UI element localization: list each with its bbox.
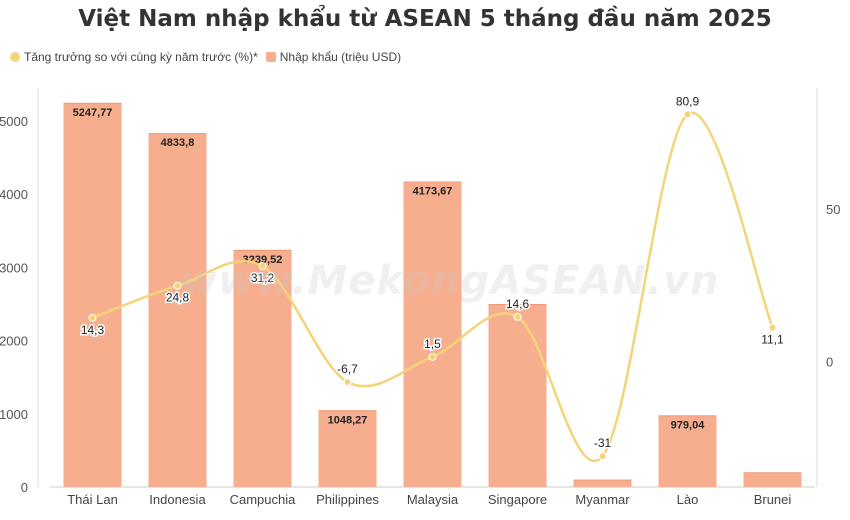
growth-data-label: 80,9: [676, 94, 700, 108]
x-tick-label: Thái Lan: [67, 492, 118, 507]
legend-label-growth: Tăng trưởng so với cùng kỳ năm trước (%)…: [24, 50, 258, 64]
bar-imports: [573, 479, 632, 487]
x-tick-label: Myanmar: [575, 492, 630, 507]
bar-data-label: 4833,8: [161, 137, 195, 149]
growth-point: [768, 323, 777, 332]
growth-point: [598, 452, 607, 461]
bar-data-label: 979,04: [671, 419, 706, 431]
x-tick-label: Lào: [677, 492, 699, 507]
growth-data-label: 24,8: [166, 291, 190, 305]
bar-data-label: 5247,77: [73, 107, 113, 119]
growth-point: [173, 281, 182, 290]
y-left-tick-label: 1000: [0, 407, 28, 422]
x-tick-label: Campuchia: [230, 492, 297, 507]
bar-imports: [63, 102, 122, 488]
x-tick-label: Brunei: [754, 492, 792, 507]
bar-imports: [403, 181, 462, 487]
growth-point: [683, 110, 692, 119]
y-left-tick-label: 5000: [0, 114, 28, 129]
y-right-tick-label: 50: [826, 202, 840, 217]
growth-data-label: -6,7: [337, 362, 358, 376]
growth-point: [258, 262, 267, 271]
x-tick-label: Malaysia: [407, 492, 459, 507]
legend-item-growth: Tăng trưởng so với cùng kỳ năm trước (%)…: [10, 50, 258, 64]
x-tick-label: Philippines: [316, 492, 379, 507]
y-left-tick-label: 4000: [0, 187, 28, 202]
legend-item-imports: Nhập khẩu (triệu USD): [265, 50, 402, 64]
bar-imports: [233, 249, 292, 487]
growth-data-label: -31: [594, 436, 612, 450]
growth-line: [91, 111, 774, 462]
y-left-tick-label: 2000: [0, 334, 28, 349]
bar-imports: [658, 415, 717, 487]
y-right-tick-label: 0: [826, 355, 833, 370]
growth-point: [513, 312, 522, 321]
growth-data-label: 1,5: [424, 337, 441, 351]
growth-point: [88, 313, 97, 322]
growth-data-label: 11,1: [761, 333, 784, 347]
y-left-tick-label: 0: [21, 480, 28, 495]
legend-swatch-imports: [265, 52, 276, 62]
legend: Tăng trưởng so với cùng kỳ năm trước (%)…: [10, 50, 409, 64]
bar-imports: [318, 410, 377, 487]
bar-imports: [148, 133, 207, 487]
growth-point: [343, 377, 352, 386]
bar-imports: [488, 304, 547, 487]
bar-data-label: 1048,27: [328, 414, 368, 426]
bar-data-label: 4173,67: [413, 185, 453, 197]
x-tick-label: Singapore: [488, 492, 547, 507]
y-left-tick-label: 3000: [0, 260, 28, 275]
growth-data-label: 14,6: [506, 297, 530, 311]
x-tick-label: Indonesia: [149, 492, 206, 507]
growth-data-label: 31,2: [251, 271, 275, 285]
watermark: www.MekongASEAN.vn: [180, 258, 720, 304]
chart-title: Việt Nam nhập khẩu từ ASEAN 5 tháng đầu …: [78, 6, 772, 32]
growth-data-label: 14,3: [81, 323, 105, 337]
legend-swatch-growth: [10, 52, 20, 62]
bar-imports: [743, 472, 802, 487]
growth-point: [428, 352, 437, 361]
legend-label-imports: Nhập khẩu (triệu USD): [279, 50, 402, 64]
